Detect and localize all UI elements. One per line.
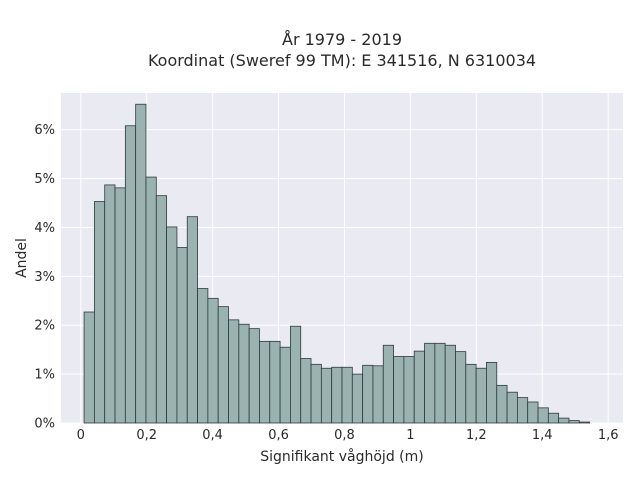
histogram-bar	[331, 366, 343, 424]
histogram-bar	[93, 201, 106, 424]
bars	[83, 103, 591, 424]
histogram-bar	[207, 297, 219, 424]
histogram-bar	[341, 366, 353, 424]
histogram-bar	[578, 421, 591, 424]
histogram-bar	[145, 176, 157, 424]
histogram-bar	[279, 346, 291, 424]
histogram-bar	[506, 391, 518, 424]
x-tick-label: 0,4	[202, 428, 223, 443]
x-tick-label: 1	[406, 428, 414, 443]
histogram-bar	[393, 356, 405, 424]
tick-labels: 0 0,2 0,4 0,6 0,8 1 1,2 1,4 1,6 0% 1% 2% 3% 4% 5% 6%	[34, 123, 618, 443]
histogram-bar	[104, 184, 116, 424]
histogram-bar	[475, 367, 487, 424]
histogram-bar	[176, 247, 188, 424]
y-tick-label: 5%	[34, 172, 55, 187]
y-tick-label: 4%	[34, 221, 55, 236]
y-tick-label: 2%	[34, 319, 55, 334]
histogram-bar	[228, 319, 240, 424]
histogram-bar	[166, 226, 178, 424]
histogram-bar	[558, 417, 570, 424]
histogram-bar	[465, 363, 477, 424]
histogram-bar	[424, 342, 436, 424]
histogram-bar	[486, 361, 498, 424]
histogram-bar	[155, 195, 168, 424]
histogram-bar	[537, 407, 549, 424]
y-tick-label: 6%	[34, 123, 55, 138]
histogram-bar	[320, 367, 333, 424]
histogram-bar	[83, 311, 95, 424]
histogram-bar	[403, 356, 415, 424]
histogram-bar	[362, 364, 374, 424]
histogram-bar	[300, 358, 312, 424]
histogram-bar	[290, 325, 302, 424]
histogram-bar	[259, 340, 271, 424]
x-tick-label: 1,6	[598, 428, 619, 443]
histogram-bar	[372, 365, 384, 424]
histogram-bar	[114, 187, 126, 424]
histogram-bar	[527, 401, 539, 424]
x-tick-label: 1,4	[532, 428, 553, 443]
histogram-bar	[248, 328, 260, 424]
x-tick-label: 0,2	[136, 428, 157, 443]
histogram-bar	[186, 216, 198, 424]
histogram-bar	[238, 323, 250, 424]
x-tick-label: 0,8	[334, 428, 355, 443]
histogram-bar	[217, 306, 229, 424]
histogram-bar	[124, 125, 137, 424]
y-tick-label: 0%	[34, 417, 55, 432]
histogram-bar	[455, 351, 467, 424]
x-tick-label: 1,2	[466, 428, 487, 443]
histogram-bar	[135, 103, 147, 424]
histogram-bar	[269, 340, 281, 424]
histogram-bar	[568, 420, 580, 424]
histogram-bar	[382, 344, 394, 424]
histogram-bar	[547, 412, 560, 424]
y-tick-label: 3%	[34, 270, 55, 285]
histogram-bar	[444, 344, 456, 424]
histogram-bar	[197, 288, 209, 424]
histogram-bar	[351, 373, 364, 424]
histogram-bar	[516, 397, 529, 424]
x-tick-label: 0	[77, 428, 85, 443]
chart-title-line-1: År 1979 - 2019	[282, 30, 402, 49]
x-axis-label: Signifikant våghöjd (m)	[260, 448, 423, 465]
histogram-bar	[413, 350, 425, 424]
y-tick-label: 1%	[34, 368, 55, 383]
histogram-bar	[310, 363, 322, 424]
chart-title-line-2: Koordinat (Sweref 99 TM): E 341516, N 63…	[148, 51, 536, 70]
y-axis-label: Andel	[14, 238, 30, 278]
histogram-bar	[496, 384, 508, 424]
x-tick-label: 0,6	[268, 428, 289, 443]
histogram-bar	[434, 342, 446, 424]
